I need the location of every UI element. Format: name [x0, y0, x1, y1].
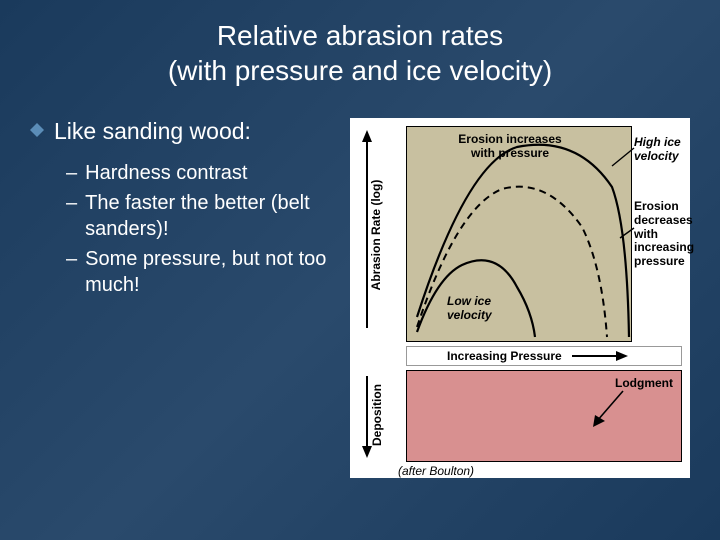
lodgment-arrow-icon — [407, 371, 683, 463]
annot-erosion-decreases: Erosion decreases with increasing pressu… — [634, 200, 690, 269]
lodgment-area: Lodgment — [406, 370, 682, 462]
dash-icon: – — [66, 246, 77, 298]
main-bullet: Like sanding wood: — [30, 118, 330, 146]
x-arrow-right-icon — [570, 347, 630, 365]
annot-high-velocity: High ice velocity — [634, 136, 690, 164]
annot-erosion-increases: Erosion increases with pressure — [445, 133, 575, 161]
y-axis-label-erosion: Abrasion Rate (log) — [369, 165, 383, 305]
diamond-bullet-icon — [30, 116, 44, 130]
x-axis-label: Increasing Pressure — [447, 349, 562, 363]
text-column: Like sanding wood: – Hardness contrast –… — [30, 118, 330, 478]
slide-title: Relative abrasion rates (with pressure a… — [30, 18, 690, 88]
title-line-2: (with pressure and ice velocity) — [168, 55, 552, 86]
sub-bullet-list: – Hardness contrast – The faster the bet… — [30, 160, 330, 298]
y-axis-label-deposition: Deposition — [370, 370, 384, 460]
sub-bullet-text: The faster the better (belt sanders)! — [85, 190, 330, 242]
sub-bullet: – The faster the better (belt sanders)! — [66, 190, 330, 242]
sub-bullet: – Hardness contrast — [66, 160, 330, 186]
diagram-column: Abrasion Rate (log) Erosion increases wi… — [350, 118, 690, 478]
sub-bullet-text: Hardness contrast — [85, 160, 247, 186]
abrasion-diagram: Abrasion Rate (log) Erosion increases wi… — [350, 118, 690, 478]
dash-icon: – — [66, 190, 77, 242]
title-line-1: Relative abrasion rates — [217, 20, 503, 51]
dash-icon: – — [66, 160, 77, 186]
sub-bullet: – Some pressure, but not too much! — [66, 246, 330, 298]
content-row: Like sanding wood: – Hardness contrast –… — [30, 118, 690, 478]
annot-low-velocity: Low ice velocity — [447, 295, 537, 323]
x-axis: Increasing Pressure — [406, 346, 682, 366]
plot-area: Erosion increases with pressure Low ice … — [406, 126, 632, 342]
sub-bullet-text: Some pressure, but not too much! — [85, 246, 330, 298]
main-bullet-text: Like sanding wood: — [54, 118, 251, 146]
diagram-credit: (after Boulton) — [398, 464, 474, 478]
